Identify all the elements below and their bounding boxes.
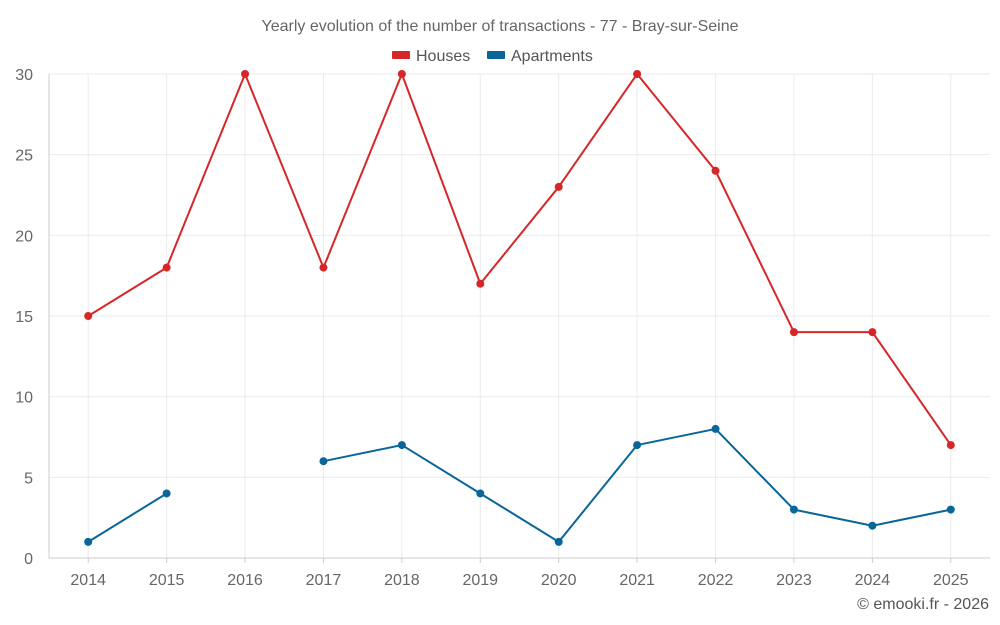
data-point-apartments[interactable] [162, 489, 171, 498]
credit-text: © emooki.fr - 2026 [857, 596, 989, 613]
data-point-apartments[interactable] [946, 505, 955, 514]
series-line-houses [87, 73, 952, 446]
x-tick-label: 2019 [462, 572, 498, 589]
data-point-houses[interactable] [319, 263, 328, 272]
y-tick-label: 10 [15, 390, 33, 407]
data-point-apartments[interactable] [84, 537, 93, 546]
data-point-apartments[interactable] [554, 537, 563, 546]
data-point-apartments[interactable] [476, 489, 485, 498]
data-point-houses[interactable] [397, 70, 406, 78]
x-tick-label: 2020 [541, 572, 577, 589]
data-point-houses[interactable] [554, 182, 563, 191]
data-point-apartments[interactable] [868, 521, 877, 530]
series [84, 70, 955, 546]
legend-item-houses[interactable]: Houses [392, 48, 470, 65]
legend-swatch-apartments [487, 51, 505, 59]
x-axis-ticks: 2014 2015 2016 2017 2018 2019 2020 2021 2022 2023… [70, 572, 968, 589]
y-tick-label: 5 [24, 470, 33, 487]
data-point-houses[interactable] [946, 441, 955, 450]
x-tick-label: 2018 [384, 572, 420, 589]
x-tick-label: 2017 [306, 572, 342, 589]
chart-title: Yearly evolution of the number of transa… [262, 18, 739, 35]
data-point-apartments[interactable] [711, 424, 720, 433]
y-tick-label: 25 [15, 148, 33, 165]
data-point-apartments[interactable] [319, 457, 328, 466]
data-point-houses[interactable] [789, 328, 798, 337]
data-point-houses[interactable] [162, 263, 171, 272]
x-tick-label: 2022 [698, 572, 734, 589]
y-tick-label: 15 [15, 309, 33, 326]
y-tick-label: 30 [15, 67, 33, 84]
y-axis-ticks: 0 5 10 15 20 25 30 [15, 67, 33, 568]
data-point-houses[interactable] [633, 70, 642, 78]
data-point-houses[interactable] [868, 328, 877, 337]
data-point-apartments[interactable] [789, 505, 798, 514]
series-line-apartments [87, 492, 168, 543]
legend-label-houses: Houses [416, 48, 470, 65]
data-point-houses[interactable] [241, 70, 250, 78]
legend-swatch-houses [392, 51, 410, 59]
x-tick-label: 2016 [227, 572, 263, 589]
data-point-apartments[interactable] [633, 441, 642, 450]
axes [48, 74, 990, 563]
x-tick-label: 2014 [70, 572, 106, 589]
x-tick-label: 2023 [776, 572, 812, 589]
legend-label-apartments: Apartments [511, 48, 593, 65]
x-tick-label: 2025 [933, 572, 969, 589]
data-point-apartments[interactable] [397, 441, 406, 450]
y-tick-label: 20 [15, 228, 33, 245]
data-point-houses[interactable] [84, 312, 93, 320]
x-tick-label: 2024 [855, 572, 891, 589]
gridlines [49, 73, 990, 558]
x-tick-label: 2015 [149, 572, 185, 589]
data-point-houses[interactable] [711, 166, 720, 175]
y-tick-label: 0 [24, 551, 33, 568]
series-apartments [84, 424, 955, 546]
legend: Houses Apartments [392, 48, 593, 65]
data-point-houses[interactable] [476, 279, 485, 288]
x-tick-label: 2021 [619, 572, 655, 589]
series-houses [84, 70, 955, 450]
legend-item-apartments[interactable]: Apartments [487, 48, 593, 65]
